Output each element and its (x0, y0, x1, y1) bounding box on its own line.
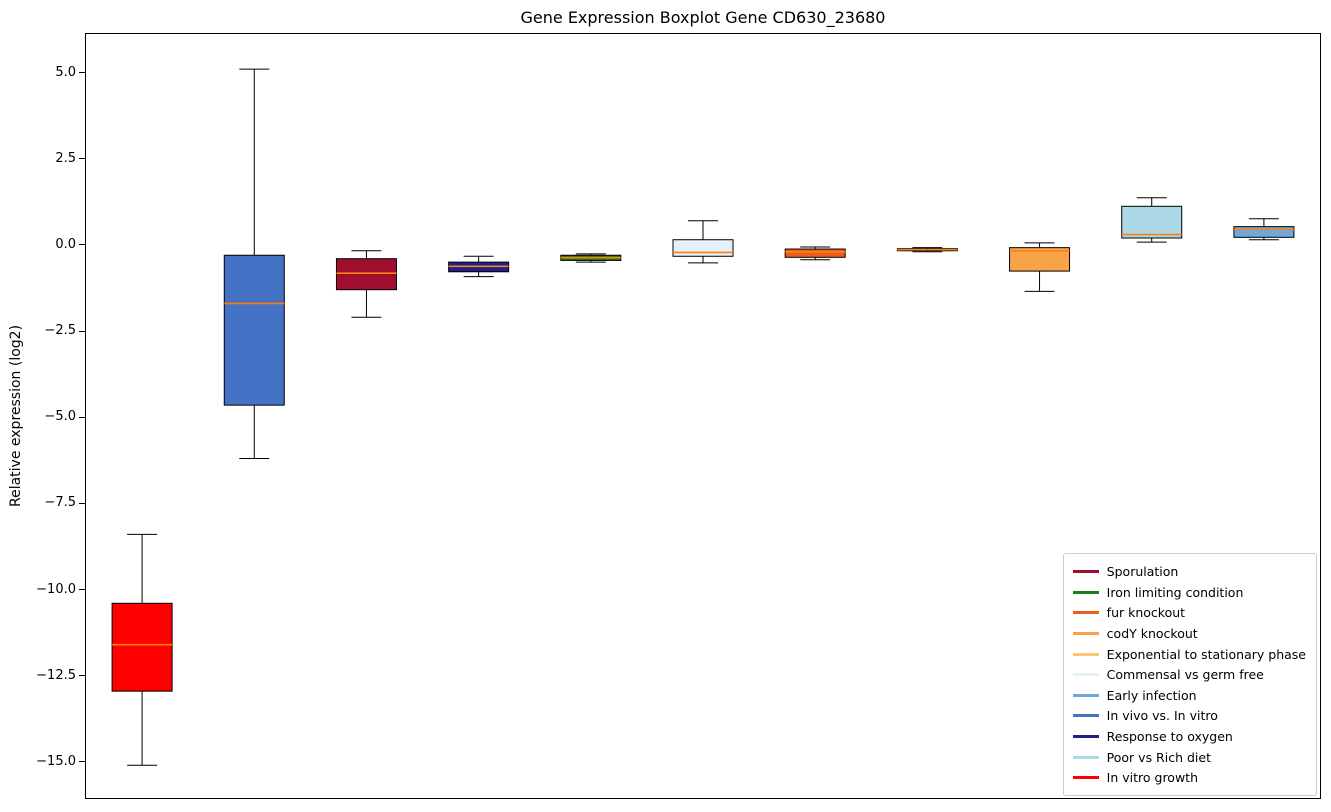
y-tick-label: 5.0 (55, 64, 76, 80)
plot-area (85, 33, 1321, 799)
legend-item-iron-limiting-condition: Iron limiting condition (1072, 582, 1306, 603)
y-tick-mark (79, 502, 85, 504)
y-tick-mark (79, 330, 85, 332)
legend-label: Response to oxygen (1106, 729, 1233, 745)
box-in-vivo-vs-in-vitro (223, 68, 285, 460)
legend-swatch (1072, 755, 1099, 759)
box-response-to-oxygen (448, 255, 510, 278)
legend-label: codY knockout (1106, 626, 1198, 642)
legend-label: Exponential to stationary phase (1106, 646, 1306, 662)
box-rect (223, 254, 285, 406)
box-rect (1121, 205, 1183, 239)
y-tick-mark (79, 675, 85, 677)
legend-item-fur-knockout: fur knockout (1072, 603, 1306, 624)
y-tick-label: 2.5 (55, 150, 76, 166)
legend-swatch (1072, 735, 1099, 739)
box-commensal-vs-germ-free (672, 220, 734, 264)
legend-item-exponential-to-stationary-phase: Exponential to stationary phase (1072, 644, 1306, 665)
legend-swatch (1072, 632, 1099, 636)
legend-label: In vitro growth (1106, 770, 1199, 786)
legend-item-response-to-oxygen: Response to oxygen (1072, 726, 1306, 747)
legend-label: Sporulation (1106, 564, 1179, 580)
legend-item-early-infection: Early infection (1072, 685, 1306, 706)
y-tick-label: −12.5 (36, 667, 76, 683)
y-tick-mark (79, 589, 85, 590)
legend-label: Poor vs Rich diet (1106, 749, 1211, 765)
box-rect (1009, 247, 1071, 272)
legend-swatch (1072, 590, 1099, 594)
legend-swatch (1072, 714, 1099, 718)
legend-item-in-vitro-growth: In vitro growth (1072, 767, 1306, 788)
y-tick-label: −2.5 (44, 323, 76, 339)
box-rect (335, 258, 397, 291)
legend-swatch (1072, 652, 1099, 656)
box-fur-knockout (784, 246, 846, 261)
legend: Sporulation Iron limiting condition fur kn… (1062, 553, 1317, 796)
chart-title: Gene Expression Boxplot Gene CD630_23680 (520, 8, 886, 27)
box-rect (784, 248, 846, 258)
boxplot-canvas (111, 68, 1295, 766)
legend-swatch (1072, 570, 1099, 574)
box-cody-knockout (1009, 242, 1071, 292)
legend-swatch (1072, 693, 1099, 697)
legend-swatch (1072, 776, 1099, 780)
box-exponential-to-stationary-phase (896, 247, 958, 253)
legend-swatch (1072, 673, 1099, 677)
box-sporulation (335, 250, 397, 318)
box-rect (1233, 226, 1295, 238)
box-rect (672, 239, 734, 257)
legend-item-in-vivo-vs-in-vitro: In vivo vs. In vitro (1072, 706, 1306, 727)
legend-item-poor-vs-rich-diet: Poor vs Rich diet (1072, 747, 1306, 768)
box-rect (111, 602, 173, 692)
legend-item-sporulation: Sporulation (1072, 561, 1306, 582)
box-in-vitro-growth (111, 533, 173, 766)
legend-swatch (1072, 611, 1099, 615)
y-tick-label: −7.5 (44, 495, 76, 511)
y-tick-mark (79, 761, 85, 763)
box-poor-vs-rich-diet (1121, 197, 1183, 243)
y-tick-label: 0.0 (55, 236, 76, 252)
y-tick-mark (79, 244, 85, 246)
legend-label: In vivo vs. In vitro (1106, 708, 1218, 724)
legend-label: Iron limiting condition (1106, 584, 1244, 600)
y-tick-mark (79, 158, 85, 160)
y-tick-mark (79, 416, 85, 418)
legend-label: fur knockout (1106, 605, 1186, 621)
legend-label: Early infection (1106, 687, 1197, 703)
y-tick-label: −10.0 (36, 581, 76, 597)
legend-item-commensal-vs-germ-free: Commensal vs germ free (1072, 664, 1306, 685)
legend-label: Commensal vs germ free (1106, 667, 1264, 683)
y-tick-mark (79, 72, 85, 74)
box-iron-limiting-condition (560, 253, 622, 263)
y-tick-label: −5.0 (44, 409, 76, 425)
y-tick-label: −15.0 (36, 753, 76, 769)
box-early-infection (1233, 218, 1295, 241)
legend-item-cody-knockout: codY knockout (1072, 623, 1306, 644)
